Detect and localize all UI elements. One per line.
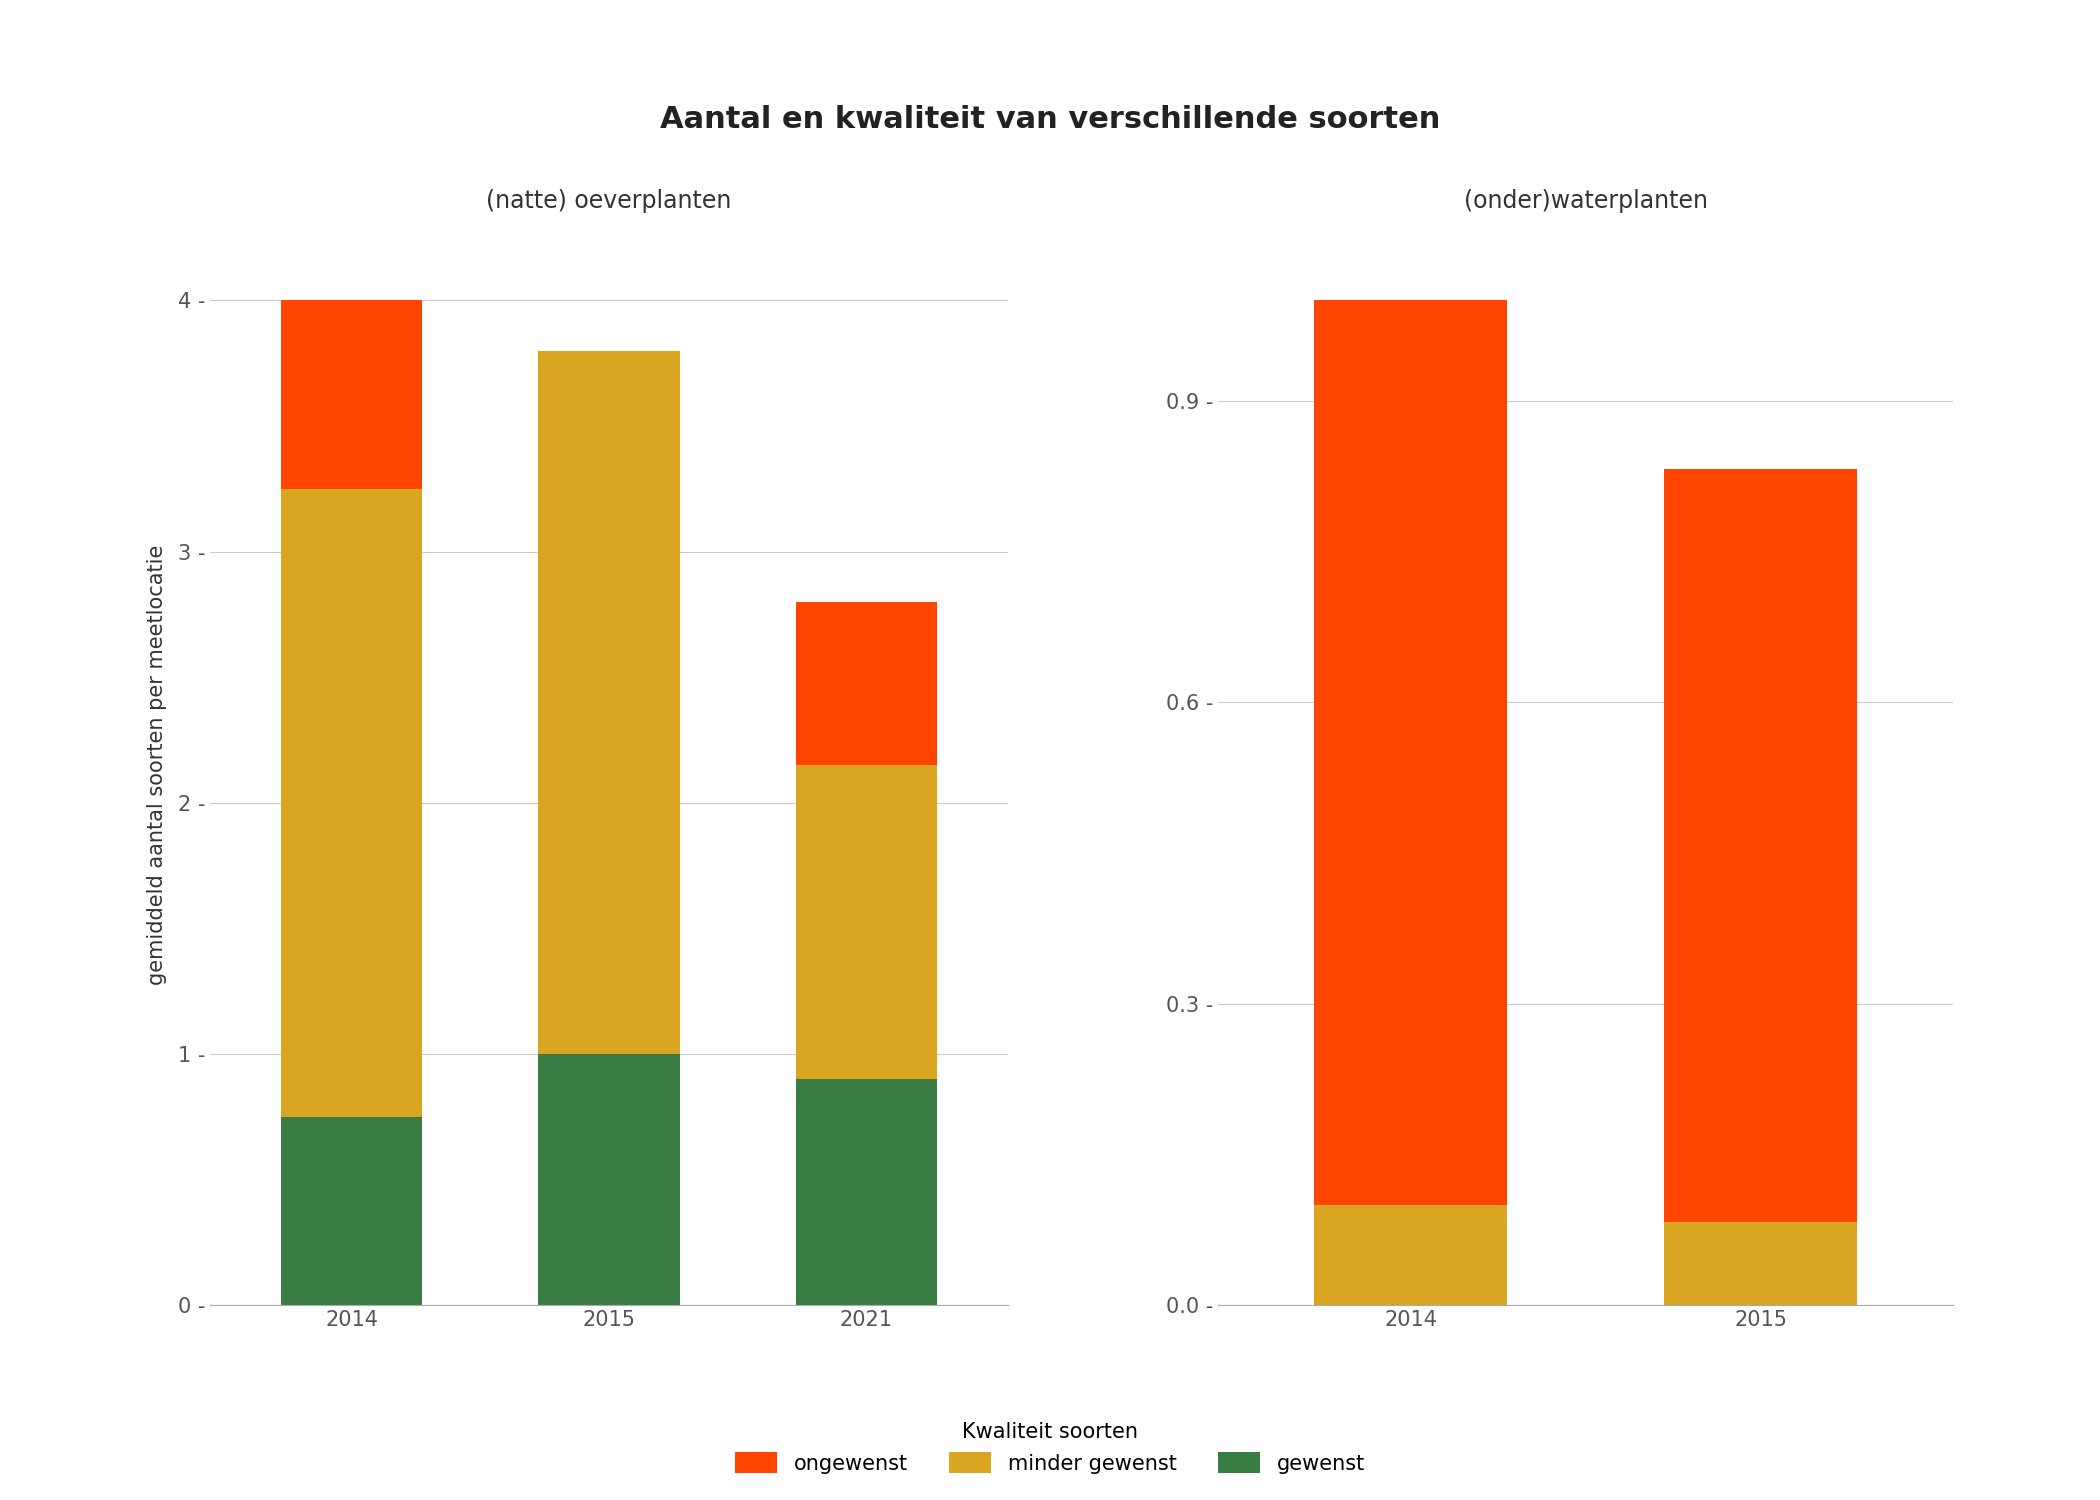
- Bar: [1663, 1222, 1856, 1305]
- Bar: [538, 1054, 680, 1305]
- Title: (natte) oeverplanten: (natte) oeverplanten: [487, 189, 731, 213]
- Bar: [1663, 468, 1856, 1222]
- Title: (onder)waterplanten: (onder)waterplanten: [1464, 189, 1707, 213]
- Text: Aantal en kwaliteit van verschillende soorten: Aantal en kwaliteit van verschillende so…: [659, 105, 1441, 135]
- Bar: [281, 1116, 422, 1305]
- Bar: [281, 300, 422, 489]
- Bar: [796, 602, 937, 765]
- Bar: [1315, 300, 1508, 1204]
- Bar: [796, 1078, 937, 1305]
- Y-axis label: gemiddeld aantal soorten per meetlocatie: gemiddeld aantal soorten per meetlocatie: [147, 544, 166, 986]
- Bar: [281, 489, 422, 1116]
- Bar: [1315, 1204, 1508, 1305]
- Bar: [538, 351, 680, 1054]
- Bar: [796, 765, 937, 1078]
- Legend: ongewenst, minder gewenst, gewenst: ongewenst, minder gewenst, gewenst: [727, 1413, 1373, 1482]
